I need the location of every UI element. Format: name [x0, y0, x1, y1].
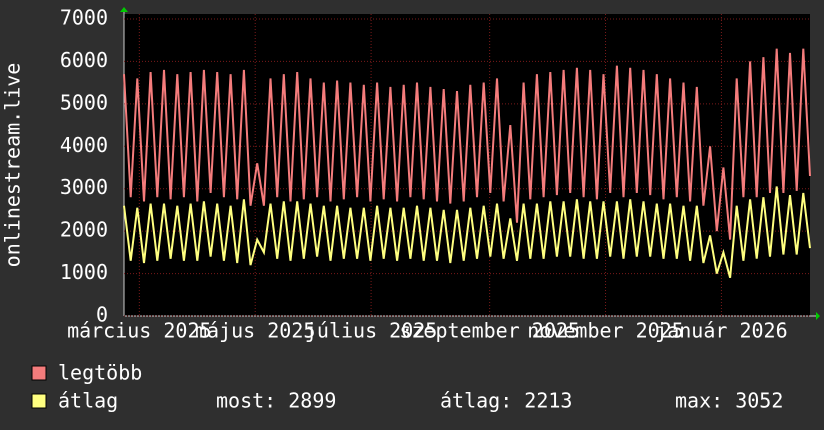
y-tick-label: 5000: [60, 90, 108, 114]
x-tick-label: szeptember 2025: [399, 319, 580, 343]
legend-swatch: [31, 365, 47, 381]
y-axis-label: onlinestream.live: [1, 63, 25, 268]
x-tick-label: május 2025: [195, 319, 315, 343]
x-tick-label: január 2026: [655, 319, 787, 343]
y-tick-label: 2000: [60, 218, 108, 242]
x-arrow: [816, 312, 820, 320]
series-line: [123, 48, 811, 240]
x-tick-label: november 2025: [527, 319, 684, 343]
x-tick-label: március 2025: [67, 319, 212, 343]
stat: max: 3052: [675, 389, 783, 413]
y-tick-label: 1000: [60, 260, 108, 284]
series-line: [123, 186, 811, 279]
stat: átlag: 2213: [440, 389, 572, 413]
y-tick-label: 4000: [60, 133, 108, 157]
legend-label: átlag: [58, 389, 118, 413]
y-arrow: [120, 7, 128, 12]
y-tick-label: 0: [96, 303, 108, 327]
stat: most: 2899: [216, 389, 336, 413]
y-tick-label: 3000: [60, 175, 108, 199]
x-tick-label: július 2025: [305, 319, 437, 343]
legend-label: legtöbb: [58, 361, 142, 385]
legend-swatch: [31, 393, 47, 409]
y-tick-label: 6000: [60, 48, 108, 72]
y-tick-label: 7000: [60, 6, 108, 30]
